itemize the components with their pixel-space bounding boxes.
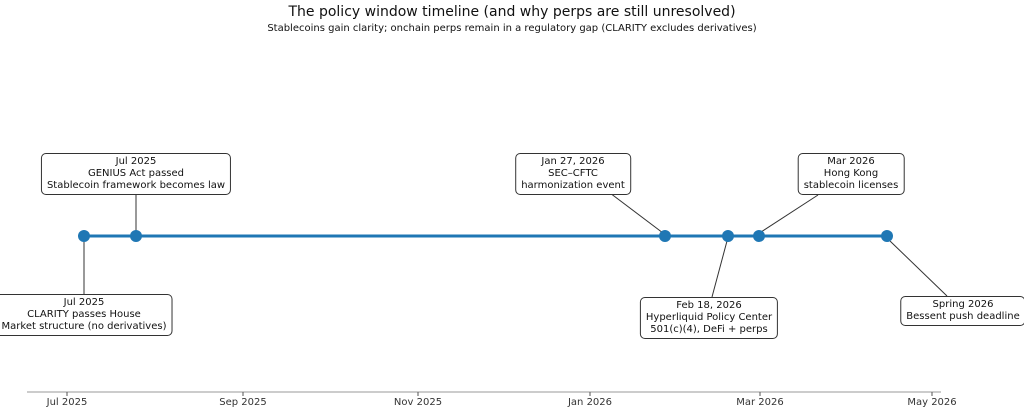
timeline-event-marker [78,230,90,242]
axis-tick-label: May 2026 [907,397,957,408]
timeline-event-marker [881,230,893,242]
axis-tick-label: Sep 2025 [219,397,267,408]
annotation-connector-line [889,240,948,297]
timeline-event-marker [722,230,734,242]
event-annotation-2: Jul 2025 GENIUS Act passed Stablecoin fram… [40,153,232,195]
event-annotation-text: SEC–CFTC [548,168,598,179]
chart-subtitle: Stablecoins gain clarity; onchain perps … [267,23,757,34]
chart-title: The policy window timeline (and why perp… [288,4,736,20]
event-annotation-text: GENIUS Act passed [87,168,185,179]
event-annotation-text: Feb 18, 2026 [676,300,742,311]
event-annotation-text: Bessent push deadline [906,311,1020,322]
event-annotation-5: Mar 2026 Hong Kong stablecoin licenses [797,153,905,195]
event-annotation-text: Market structure (no derivatives) [1,321,167,332]
annotation-connector-line [760,194,819,233]
event-annotation-4: Feb 18, 2026 Hyperliquid Policy Center 501… [639,297,779,339]
annotation-connector-line [609,192,664,234]
axis-tick-label: Jul 2025 [46,397,88,408]
event-annotation-text: Stablecoin framework becomes law [46,180,226,191]
event-annotation-text: Mar 2026 [827,156,875,167]
timeline-event-marker [659,230,671,242]
event-annotation-text: CLARITY passes House [27,309,141,320]
event-annotation-6: Spring 2026 Bessent push deadline [900,296,1024,326]
event-annotation-text: Jul 2025 [63,297,105,308]
axis-tick-label: Jan 2026 [567,397,613,408]
event-annotation-text: harmonization event [521,180,625,191]
event-annotation-text: Spring 2026 [932,299,994,310]
timeline-event-marker [753,230,765,242]
event-annotation-text: stablecoin licenses [803,180,899,191]
timeline-event-marker [130,230,142,242]
axis-tick-label: Mar 2026 [736,397,784,408]
event-annotation-1: Jul 2025 CLARITY passes House Market struc… [0,294,173,336]
event-annotation-3: Jan 27, 2026 SEC–CFTC harmonization event [515,153,631,195]
event-annotation-text: Hyperliquid Policy Center [645,312,773,323]
event-annotation-text: Hong Kong [823,168,879,179]
annotation-connector-line [711,240,728,298]
axis-tick-label: Nov 2025 [393,397,443,408]
event-annotation-text: 501(c)(4), DeFi + perps [650,324,768,335]
event-annotation-text: Jan 27, 2026 [541,156,605,167]
event-annotation-text: Jul 2025 [115,156,157,167]
